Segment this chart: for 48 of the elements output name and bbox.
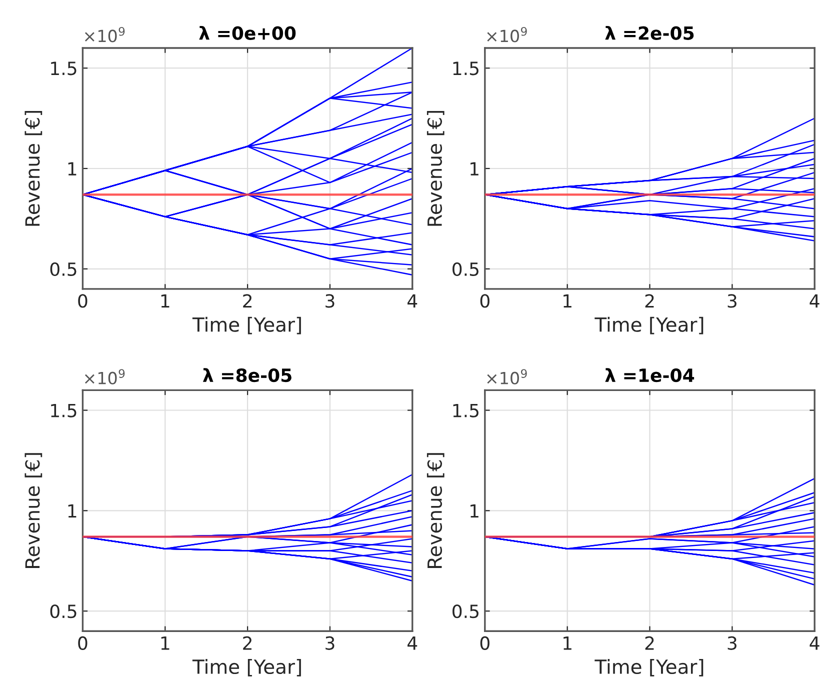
- y-axis-title: Revenue [€]: [24, 453, 42, 568]
- x-axis-title: Time [Year]: [192, 659, 301, 676]
- x-tick-label: 1: [161, 294, 170, 308]
- x-tick-label: 3: [326, 636, 334, 650]
- y-tick-label: 1: [68, 504, 76, 518]
- y-tick-label: 0.5: [452, 604, 478, 618]
- x-tick-label: 1: [564, 294, 572, 308]
- text: ×10$^{9}$: [84, 26, 125, 42]
- text: ×10$^{9}$: [84, 369, 125, 384]
- y-tick-label: 1.5: [51, 62, 76, 76]
- x-tick-label: 3: [728, 636, 736, 650]
- x-tick-label: 1: [161, 636, 170, 650]
- x-tick-label: 4: [810, 636, 820, 650]
- x-tick-label: 2: [645, 636, 654, 650]
- x-tick-label: 2: [243, 636, 252, 650]
- y-tick-label: 0.5: [452, 262, 478, 276]
- x-tick-label: 4: [408, 636, 418, 650]
- x-axis-title: Time [Year]: [192, 316, 301, 334]
- y-tick-label: 0.5: [50, 262, 76, 276]
- chart-title: λ =0e+00: [199, 26, 296, 40]
- x-tick-label: 4: [408, 294, 418, 308]
- y-axis-title: Revenue [€]: [426, 453, 444, 568]
- x-tick-label: 0: [78, 636, 88, 650]
- y-tick-label: 1: [470, 162, 478, 176]
- chart-title: λ =8e-05: [202, 368, 292, 382]
- y-tick-label: 1.5: [453, 404, 478, 418]
- y-tick-label: 1.5: [51, 404, 76, 418]
- x-tick-label: 2: [243, 294, 252, 308]
- y-tick-label: 1: [470, 504, 478, 518]
- y-tick-label: 1: [68, 162, 76, 176]
- x-tick-label: 3: [326, 294, 334, 308]
- x-tick-label: 3: [728, 294, 736, 308]
- x-tick-label: 2: [645, 294, 654, 308]
- x-axis-title: Time [Year]: [594, 659, 704, 676]
- x-tick-label: 0: [78, 294, 88, 308]
- x-tick-label: 4: [810, 294, 820, 308]
- y-axis-title: Revenue [€]: [24, 110, 42, 226]
- x-tick-label: 0: [480, 294, 490, 308]
- text: ×10$^{9}$: [487, 369, 527, 384]
- y-tick-label: 1.5: [453, 62, 478, 76]
- x-axis-title: Time [Year]: [594, 316, 704, 334]
- chart-title: λ =1e-04: [605, 368, 694, 382]
- y-axis-title: Revenue [€]: [426, 110, 444, 226]
- y-tick-label: 0.5: [50, 604, 76, 618]
- x-tick-label: 1: [564, 636, 572, 650]
- text: ×10$^{9}$: [487, 26, 527, 42]
- chart-title: λ =2e-05: [605, 26, 694, 40]
- x-tick-label: 0: [480, 636, 490, 650]
